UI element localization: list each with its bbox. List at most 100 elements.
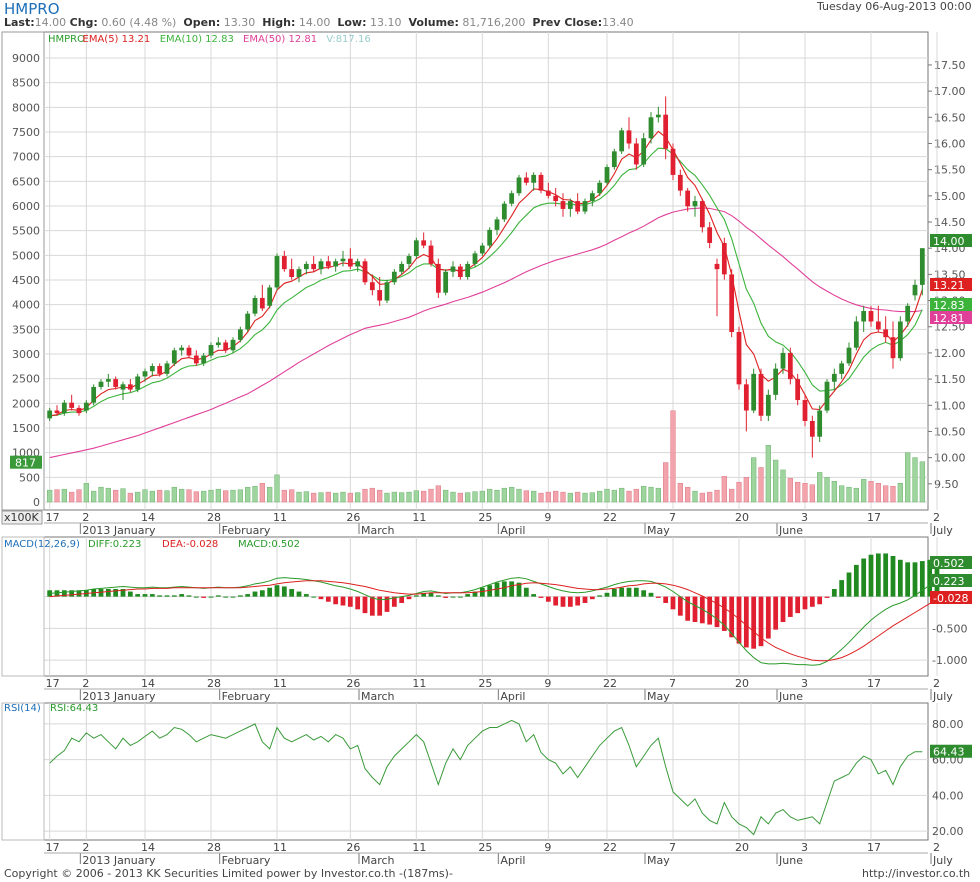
volume-bar: [905, 452, 911, 503]
macd-histogram-bar: [164, 595, 170, 597]
prevclose-value: 13.40: [602, 16, 634, 29]
macd-date-tick: 3: [801, 677, 808, 690]
candle-body: [721, 242, 727, 275]
volume-bar: [758, 467, 764, 503]
volume-tick-label: 3500: [12, 323, 40, 336]
volume-bar: [773, 459, 779, 503]
last-label: Last:: [4, 16, 35, 29]
candle-body: [76, 407, 82, 414]
candle-body: [912, 284, 918, 296]
candle-body: [223, 342, 229, 351]
macd-histogram-bar: [817, 596, 823, 605]
volume-value: 81,716,200: [462, 16, 526, 29]
candle-body: [186, 347, 192, 356]
candle-body: [597, 182, 603, 194]
macd-histogram-bar: [589, 596, 595, 600]
ema10-line: [49, 147, 923, 417]
rsi-date-tick: 25: [478, 841, 492, 854]
candle-body: [619, 130, 625, 152]
volume-bar: [113, 489, 119, 503]
volume-bar: [259, 483, 265, 503]
macd-histogram-bar: [47, 590, 53, 597]
rsi-date-tick: 22: [603, 841, 617, 854]
macd-histogram-bar: [714, 596, 720, 628]
candle-body: [714, 263, 720, 270]
volume-bar: [333, 492, 339, 503]
volume-tick-label: 4000: [12, 299, 40, 312]
price-date-tick: 17: [867, 511, 881, 524]
rsi-legend-value: RSI:64.43: [50, 703, 98, 714]
candle-body: [450, 266, 456, 272]
candle-body: [149, 366, 155, 372]
volume-bar: [245, 486, 251, 503]
macd-histogram-bar: [399, 596, 405, 603]
volume-bar: [685, 486, 691, 503]
panel-left-frame: [1, 536, 45, 677]
candle-body: [846, 347, 852, 364]
price-badge-label: 14.00: [933, 235, 965, 248]
price-date-tick: 9: [544, 511, 551, 524]
footer-link[interactable]: http://investor.co.th: [862, 867, 971, 880]
macd-legend-macd: MACD:0.502: [238, 539, 300, 550]
candle-body: [157, 366, 163, 374]
volume-bar: [831, 481, 837, 503]
ema50-line: [49, 207, 923, 459]
volume-bar: [428, 488, 434, 503]
macd-date-tick: 26: [346, 677, 360, 690]
rsi-month-label: July: [932, 854, 953, 867]
macd-histogram-bar: [450, 596, 456, 598]
macd-histogram-bar: [127, 591, 133, 597]
macd-histogram-bar: [743, 596, 749, 648]
volume-bar: [223, 490, 229, 503]
candle-body: [347, 258, 353, 267]
candle-body: [494, 219, 500, 230]
candle-body: [91, 386, 97, 403]
volume-bar: [355, 492, 361, 503]
candle-body: [54, 410, 60, 414]
rsi-tick-label: 80.00: [932, 718, 964, 731]
macd-histogram-bar: [831, 589, 837, 597]
candle-body: [553, 195, 559, 202]
volume-bar: [538, 492, 544, 503]
volume-bar: [362, 488, 368, 503]
price-date-tick: 7: [669, 511, 676, 524]
macd-histogram-bar: [912, 562, 918, 597]
macd-histogram-bar: [619, 587, 625, 597]
volume-bar: [479, 490, 485, 503]
candle-body: [905, 305, 911, 322]
volume-bar: [824, 477, 830, 503]
rsi-tick-label: 40.00: [932, 789, 964, 802]
candle-body: [831, 373, 837, 382]
volume-bar: [699, 492, 705, 503]
macd-date-tick: 2: [933, 677, 940, 690]
candle-body: [421, 240, 427, 246]
macd-tick-label: -0.500: [932, 622, 967, 635]
macd-histogram-bar: [252, 591, 258, 597]
candle-body: [406, 256, 412, 264]
macd-histogram-bar: [333, 596, 339, 605]
rsi-month-label: May: [647, 854, 670, 867]
macd-date-tick: 14: [141, 677, 155, 690]
candle-body: [809, 420, 815, 437]
macd-badge: [930, 591, 972, 604]
macd-histogram-bar: [179, 594, 185, 597]
macd-date-tick: 11: [273, 677, 287, 690]
volume-bar: [443, 489, 449, 503]
volume-bar: [54, 489, 60, 503]
macd-histogram-bar: [846, 572, 852, 597]
volume-bar: [663, 462, 669, 503]
price-date-tick: 14: [141, 511, 155, 524]
macd-histogram-bar: [237, 595, 243, 597]
rsi-badge: [930, 744, 972, 758]
candle-body: [501, 203, 507, 220]
volume-bar: [567, 492, 573, 503]
volume-bar: [589, 492, 595, 503]
macd-histogram-bar: [721, 596, 727, 631]
volume-bar: [912, 457, 918, 503]
volume-bar: [729, 488, 735, 503]
candle-body: [641, 138, 647, 165]
macd-histogram-bar: [157, 595, 163, 597]
macd-histogram-bar: [421, 592, 427, 597]
panel-left-frame: [1, 702, 45, 841]
price-date-tick: 2: [82, 511, 89, 524]
